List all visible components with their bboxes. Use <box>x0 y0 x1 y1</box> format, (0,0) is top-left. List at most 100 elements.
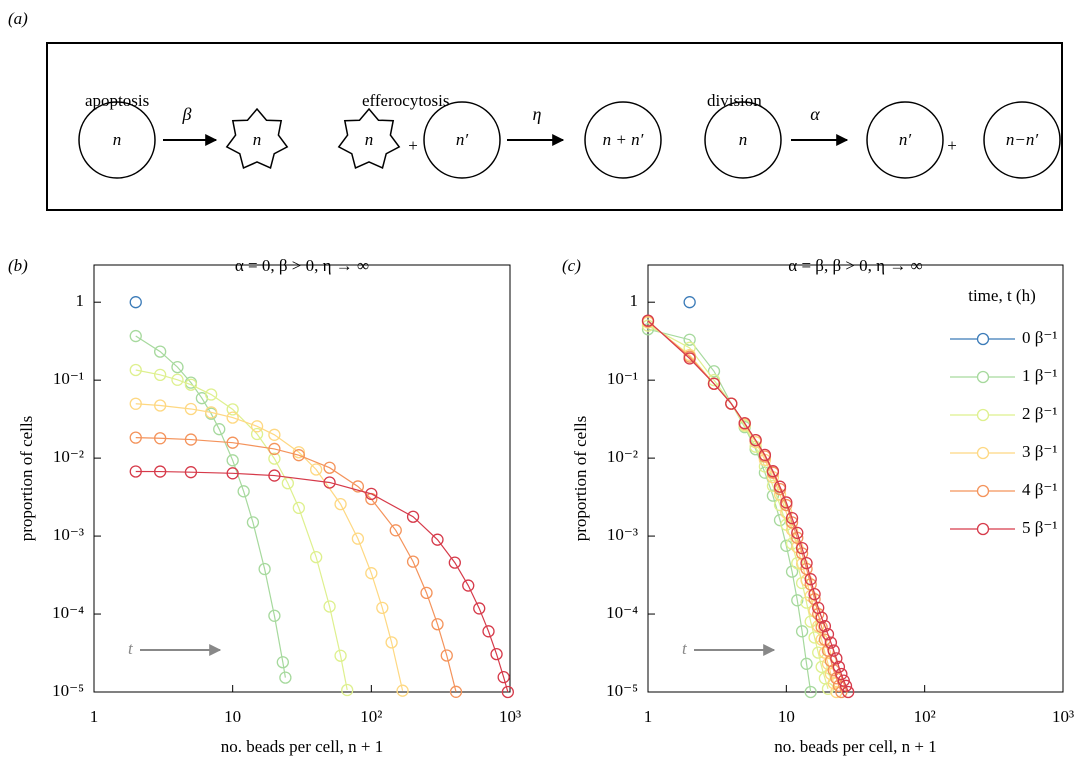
data-point <box>154 432 167 445</box>
legend-marker <box>976 332 990 346</box>
y-tick-label: 10⁻⁵ <box>52 681 84 700</box>
data-point <box>258 562 271 576</box>
operator: + <box>947 136 957 155</box>
legend-marker <box>976 446 990 460</box>
cell <box>983 101 1061 179</box>
data-point <box>226 436 239 449</box>
state: n <box>365 130 374 149</box>
data-point <box>154 345 167 358</box>
data-point <box>791 556 804 570</box>
data-point <box>431 533 444 546</box>
data-point <box>707 365 721 378</box>
data-point <box>323 600 336 613</box>
data-point <box>800 556 813 570</box>
process-name: apoptosis <box>85 91 149 110</box>
data-point <box>766 489 780 502</box>
data-point <box>490 647 503 661</box>
data-point <box>376 601 389 615</box>
panel-label: (a) <box>8 9 28 28</box>
data-point <box>448 556 461 569</box>
data-point <box>205 388 218 401</box>
data-point <box>250 420 264 433</box>
apoptotic-cell <box>337 107 401 169</box>
y-tick-label: 10⁻⁴ <box>606 603 638 622</box>
y-tick-label: 1 <box>630 291 639 310</box>
data-point <box>351 532 365 545</box>
legend-marker <box>976 484 990 498</box>
rate: α <box>810 104 820 124</box>
data-point <box>292 501 305 515</box>
data-point <box>129 465 142 478</box>
data-point <box>268 428 281 441</box>
data-point <box>821 628 835 641</box>
rate: η <box>533 104 542 124</box>
y-tick-label: 10⁻¹ <box>607 369 638 388</box>
data-point <box>795 542 809 555</box>
data-point <box>497 671 510 684</box>
data-point <box>791 526 804 540</box>
series-line <box>647 320 849 693</box>
data-point <box>310 463 323 476</box>
data-point <box>683 296 696 309</box>
data-point <box>791 594 804 607</box>
y-tick-label: 10⁻² <box>53 447 84 466</box>
series-line <box>135 437 457 692</box>
data-point <box>431 618 444 631</box>
data-point <box>226 411 239 424</box>
y-tick-label: 10⁻³ <box>607 525 638 544</box>
data-point <box>462 579 475 592</box>
data-point <box>780 496 793 509</box>
data-point <box>226 403 239 416</box>
data-point <box>800 657 813 670</box>
data-point <box>341 683 354 697</box>
data-point <box>501 685 515 699</box>
y-axis-label: proportion of cells <box>17 416 36 542</box>
data-point <box>406 510 420 523</box>
data-point <box>641 314 655 327</box>
data-point <box>246 516 260 529</box>
x-axis-label: no. beads per cell, n + 1 <box>774 737 937 756</box>
data-point <box>812 646 825 659</box>
data-point <box>827 644 840 657</box>
panel-label: (b) <box>8 256 28 275</box>
data-point <box>842 685 855 699</box>
data-point <box>292 449 305 462</box>
state: n−n′ <box>1006 130 1038 149</box>
data-point <box>323 476 336 489</box>
data-point <box>129 431 142 444</box>
data-point <box>205 406 218 419</box>
legend-label: 4 β⁻¹ <box>1022 480 1057 499</box>
data-point <box>815 660 828 674</box>
data-point <box>184 378 198 391</box>
data-point <box>365 567 378 580</box>
state: n <box>253 130 262 149</box>
data-point <box>773 480 787 493</box>
state: n′ <box>899 130 912 149</box>
operator: + <box>408 136 418 155</box>
data-point <box>804 685 817 699</box>
data-point <box>129 296 142 309</box>
data-point <box>830 685 843 699</box>
legend-label: 5 β⁻¹ <box>1022 518 1057 537</box>
state: n <box>113 130 122 149</box>
data-point <box>323 461 336 474</box>
data-point <box>406 555 420 568</box>
data-point <box>226 454 239 467</box>
legend-marker <box>976 522 990 536</box>
data-point <box>184 433 198 446</box>
data-point <box>389 524 402 537</box>
cell <box>584 101 662 179</box>
data-point <box>334 497 347 511</box>
data-point <box>440 649 453 662</box>
data-point <box>766 465 780 478</box>
legend-marker <box>976 370 990 384</box>
data-point <box>808 587 821 601</box>
data-point <box>824 636 838 649</box>
state: n <box>739 130 748 149</box>
data-point <box>129 329 142 343</box>
data-point <box>804 573 817 586</box>
data-point <box>154 399 167 412</box>
data-point <box>129 363 142 377</box>
state: n′ <box>456 130 469 149</box>
